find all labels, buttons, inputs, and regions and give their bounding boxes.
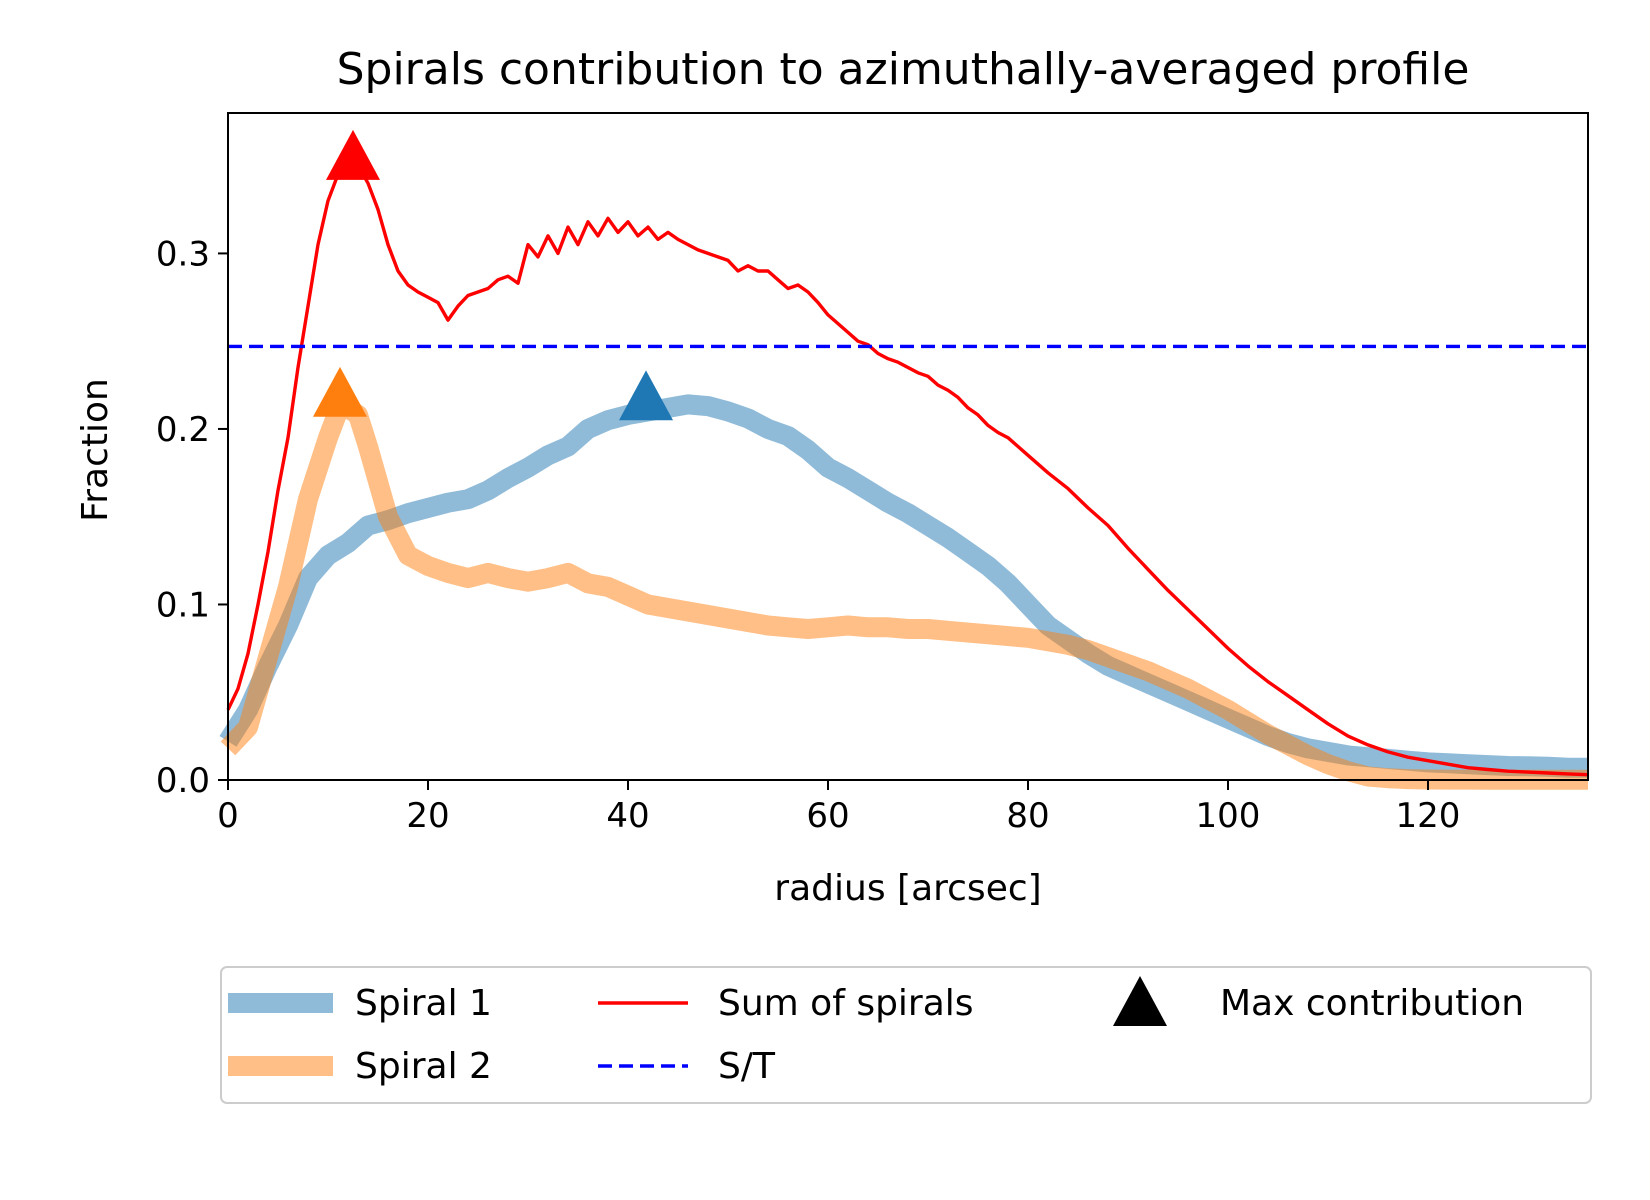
legend: Spiral 1 Spiral 2 Sum of spirals S/T Max con…	[220, 966, 1592, 1104]
x-axis-label: radius [arcsec]	[774, 868, 1041, 909]
y-axis: 0.0 0.1 0.2 0.3	[156, 234, 228, 801]
legend-item-s-t: S/T	[598, 1046, 776, 1087]
y-tick-label: 0.2	[156, 410, 210, 450]
legend-label: Spiral 2	[355, 1046, 492, 1087]
max-marker-sum-of-spirals	[326, 129, 380, 180]
legend-marker-icon	[1113, 976, 1167, 1026]
x-axis: 0 20 40 60 80 100 120	[217, 780, 1460, 836]
x-tick-label: 40	[606, 796, 649, 836]
marker-layer	[313, 129, 673, 421]
legend-item-spiral-1: Spiral 1	[228, 983, 492, 1024]
legend-item-max-contribution: Max contribution	[1113, 976, 1524, 1026]
chart-title: Spirals contribution to azimuthally-aver…	[337, 44, 1470, 95]
y-axis-label: Fraction	[75, 378, 116, 522]
y-tick-label: 0.1	[156, 585, 210, 625]
x-tick-label: 100	[1196, 796, 1261, 836]
x-tick-label: 120	[1396, 796, 1461, 836]
legend-item-spiral-2: Spiral 2	[228, 1046, 492, 1087]
series-spiral-2	[220, 397, 1588, 790]
series-layer	[219, 163, 1589, 790]
legend-box	[220, 966, 1592, 1104]
y-tick-label: 0.0	[156, 761, 210, 801]
legend-item-sum-of-spirals: Sum of spirals	[598, 983, 974, 1024]
legend-label: S/T	[718, 1046, 776, 1087]
legend-items: Spiral 1 Spiral 2 Sum of spirals S/T Max con…	[228, 976, 1524, 1087]
series-sum-of-spirals	[226, 163, 1589, 777]
x-tick-label: 80	[1006, 796, 1049, 836]
plot-area	[219, 112, 1589, 790]
y-tick-label: 0.3	[156, 234, 210, 274]
legend-label: Max contribution	[1220, 983, 1524, 1024]
legend-label: Spiral 1	[355, 983, 492, 1024]
x-tick-label: 0	[217, 796, 239, 836]
series-spiral-1	[219, 394, 1588, 778]
plot-frame	[228, 113, 1588, 780]
max-marker-spiral-1	[619, 370, 673, 421]
legend-label: Sum of spirals	[718, 983, 974, 1024]
plot-border	[227, 112, 1589, 781]
max-marker-spiral-2	[313, 366, 367, 417]
x-tick-label: 20	[406, 796, 449, 836]
x-tick-label: 60	[806, 796, 849, 836]
